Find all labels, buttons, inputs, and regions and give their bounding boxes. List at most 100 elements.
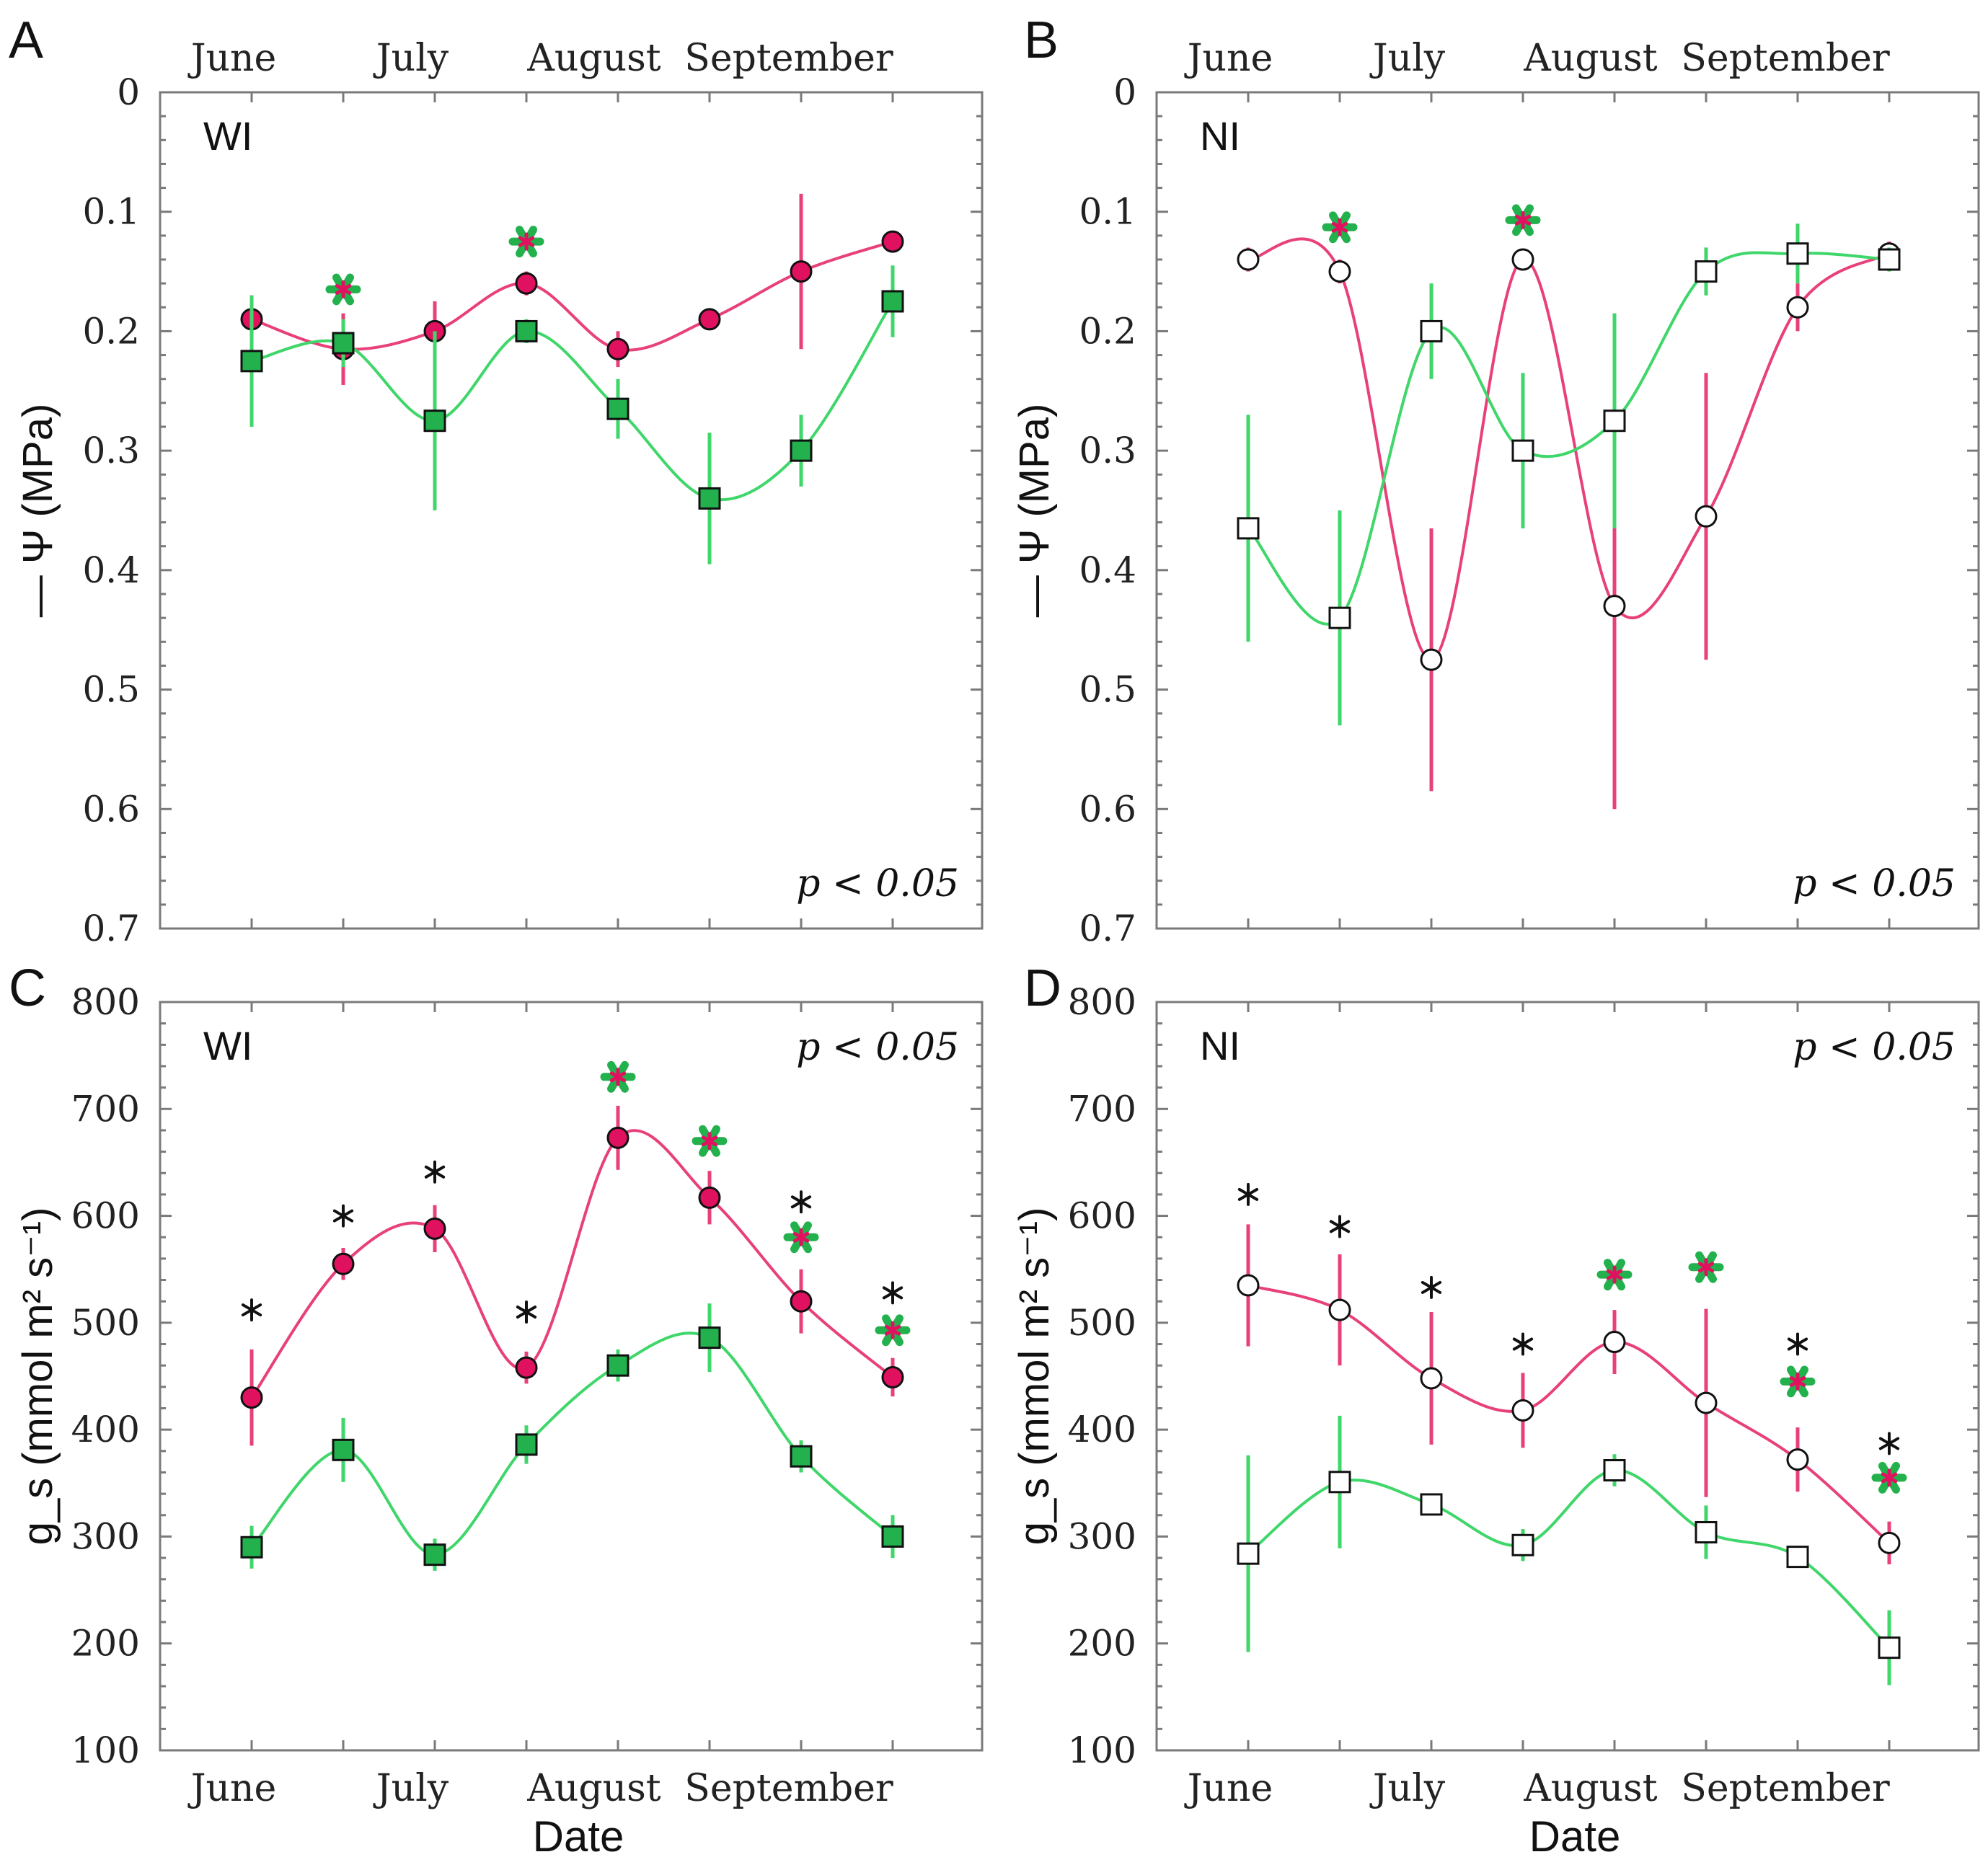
month-label: July <box>373 37 449 80</box>
y-tick-label: 0.2 <box>1079 310 1136 352</box>
series-green <box>240 265 904 564</box>
data-point-square <box>790 1445 813 1468</box>
significance-star-black <box>1329 1215 1351 1238</box>
data-point-square <box>1603 409 1626 433</box>
significance-star-green <box>783 1221 819 1254</box>
data-point-square <box>423 1543 446 1567</box>
y-tick-label: 700 <box>71 1088 140 1130</box>
plot-frame <box>159 1001 984 1752</box>
data-point-circle <box>1603 595 1626 618</box>
data-point-circle <box>1878 1531 1901 1554</box>
y-axis-label: — Ψ (MPa) <box>14 404 61 618</box>
data-point-circle <box>1511 1399 1534 1422</box>
significance-star-green <box>1688 1251 1724 1283</box>
month-label: July <box>1369 1767 1446 1810</box>
month-label: August <box>1523 37 1658 80</box>
y-tick-label: 0.3 <box>82 430 140 471</box>
significance-star-black <box>1787 1332 1808 1356</box>
significance-star-black <box>1878 1432 1900 1455</box>
series-green <box>1237 1415 1901 1685</box>
series-green <box>1237 223 1901 726</box>
significance-star-black <box>516 1300 537 1324</box>
significance-star-black <box>790 1190 812 1214</box>
month-label: August <box>526 37 661 80</box>
data-point-square <box>332 1438 355 1461</box>
y-axis-label: — Ψ (MPa) <box>1011 404 1058 618</box>
series-pink <box>240 1105 904 1446</box>
significance-star-green <box>1871 1461 1907 1494</box>
significance-star-green-core <box>701 1135 718 1147</box>
series-line-pink <box>250 1129 894 1399</box>
significance-star-green-core <box>609 1071 627 1083</box>
data-point-square <box>698 1326 721 1350</box>
significance-star-green <box>1780 1365 1816 1398</box>
significance-star-black-arm <box>516 1306 537 1319</box>
data-point-square <box>1328 1471 1351 1494</box>
y-tick-label: 600 <box>1068 1195 1136 1237</box>
x-axis-label: Date <box>1529 1812 1621 1861</box>
y-tick-label: 100 <box>71 1729 140 1771</box>
y-tick-label: 100 <box>1068 1729 1136 1771</box>
y-tick-label: 400 <box>71 1409 140 1450</box>
significance-star-green-core <box>1697 1262 1715 1273</box>
significance-star-black-arm <box>882 1286 904 1300</box>
data-point-circle <box>1695 1391 1718 1414</box>
plot-frame <box>1155 91 1980 930</box>
significance-star-green <box>1596 1259 1633 1291</box>
data-point-circle <box>240 1386 263 1409</box>
significance-star-black-arm <box>1329 1220 1351 1233</box>
significance-star-green <box>875 1314 911 1347</box>
significance-star-green-core <box>1514 214 1532 226</box>
panel-d: 100 200 300 400 500 600 700 800 June July August Se… <box>1011 960 1980 1861</box>
data-point-square <box>606 1354 629 1377</box>
significance-star-black-arm <box>1512 1337 1534 1351</box>
treatment-label: WI <box>203 113 252 159</box>
panel-c: 100 200 300 400 500 600 700 800 June July August Se… <box>9 960 984 1861</box>
data-point-circle <box>1511 248 1534 271</box>
y-tick-label: 0.4 <box>1079 549 1136 591</box>
y-axis-label: g_s (mmol m² s⁻¹) <box>14 1207 61 1546</box>
significance-star-green <box>508 226 544 258</box>
data-point-circle <box>1237 1274 1260 1297</box>
data-point-circle <box>881 1365 904 1388</box>
plot-frame <box>159 91 984 930</box>
y-tick-label: 600 <box>71 1195 140 1237</box>
data-point-square <box>606 397 629 420</box>
series-line-green <box>251 300 894 502</box>
data-point-square <box>1878 1636 1901 1659</box>
data-point-square <box>1695 1520 1718 1543</box>
data-point-square <box>515 319 538 342</box>
month-label: July <box>373 1767 449 1810</box>
data-point-square <box>1511 1533 1534 1556</box>
treatment-label: WI <box>203 1023 252 1068</box>
data-point-circle <box>332 1252 355 1275</box>
y-tick-label: 0.6 <box>1079 788 1136 830</box>
y-tick-label: 300 <box>71 1515 140 1557</box>
y-tick-label: 0 <box>117 71 140 113</box>
significance-star-black <box>332 1204 354 1228</box>
y-tick-label: 500 <box>71 1302 140 1344</box>
month-label: September <box>684 37 893 80</box>
data-point-circle <box>515 272 538 295</box>
significance-star-green-core <box>1331 221 1348 233</box>
data-point-circle <box>606 1126 629 1149</box>
y-tick-label: 0.3 <box>1079 430 1136 471</box>
month-label: June <box>187 37 277 80</box>
y-tick-label: 0.5 <box>1079 669 1136 711</box>
data-point-circle <box>1786 1448 1809 1471</box>
treatment-label: NI <box>1200 1023 1240 1068</box>
data-point-square <box>1420 319 1443 342</box>
data-point-square <box>1511 439 1534 462</box>
y-tick-label: 200 <box>1068 1623 1136 1665</box>
month-label: July <box>1369 37 1446 80</box>
month-label: September <box>684 1767 893 1810</box>
data-point-square <box>423 409 446 433</box>
data-point-circle <box>1420 648 1443 671</box>
data-point-circle <box>606 337 629 360</box>
data-point-circle <box>423 1217 446 1240</box>
significance-star-black-arm <box>1237 1187 1259 1201</box>
significance-star-black-arm <box>1421 1280 1442 1294</box>
y-tick-label: 0.7 <box>1079 908 1136 949</box>
data-point-square <box>1603 1458 1626 1481</box>
y-tick-label: 300 <box>1068 1515 1136 1557</box>
